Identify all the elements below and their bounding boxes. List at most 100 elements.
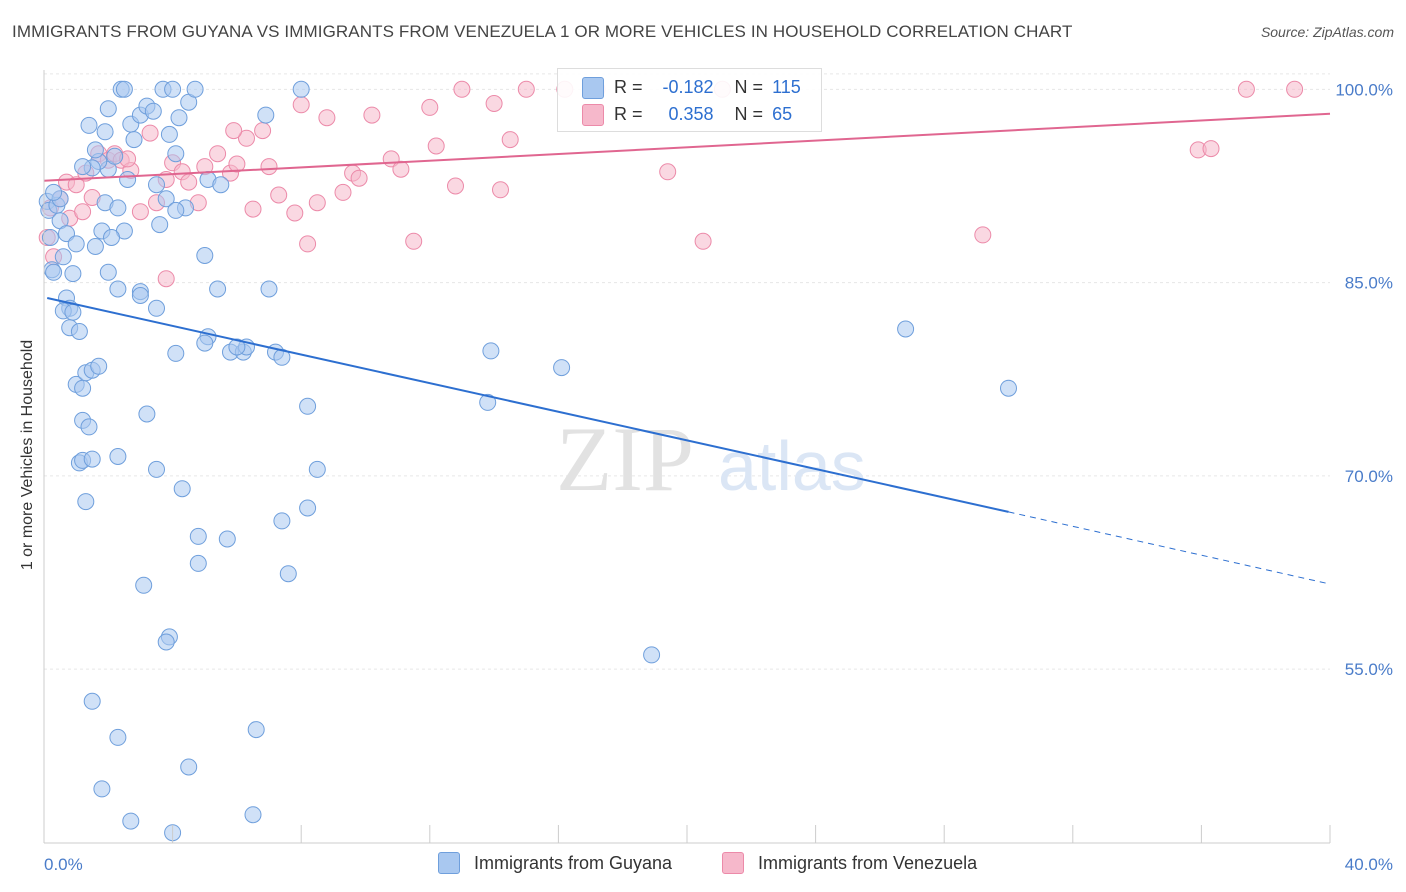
- guyana-points: [38, 80, 1017, 842]
- guyana-point: [74, 158, 92, 176]
- guyana-point: [115, 80, 133, 98]
- venezuela-point: [453, 80, 471, 98]
- series-legend: Immigrants from Guyana Immigrants from V…: [0, 850, 1406, 878]
- r-value-guyana: -0.182: [662, 76, 714, 97]
- r-label: R =: [614, 103, 643, 124]
- guyana-point: [109, 728, 127, 746]
- guyana-point: [109, 199, 127, 217]
- venezuela-point: [421, 98, 439, 116]
- guyana-point: [157, 633, 175, 651]
- venezuela-point: [244, 200, 262, 218]
- y-tick-label: 100.0%: [1335, 80, 1393, 99]
- venezuela-point: [74, 203, 92, 221]
- guyana-point: [186, 80, 204, 98]
- guyana-point: [157, 190, 175, 208]
- guyana-point: [479, 393, 497, 411]
- venezuela-point: [405, 232, 423, 250]
- y-tick-label: 85.0%: [1345, 274, 1393, 293]
- guyana-point: [212, 176, 230, 194]
- guyana-point: [189, 554, 207, 572]
- venezuela-point: [694, 232, 712, 250]
- guyana-point: [173, 480, 191, 498]
- tick-labels: 55.0% 70.0% 85.0% 100.0% 0.0% 40.0%: [44, 80, 1393, 874]
- guyana-point: [189, 527, 207, 545]
- venezuela-point: [363, 106, 381, 124]
- venezuela-point: [308, 194, 326, 212]
- guyana-point: [45, 183, 63, 201]
- guyana-point: [83, 692, 101, 710]
- r-label: R =: [614, 76, 643, 97]
- legend-item-guyana: Immigrants from Guyana: [438, 852, 672, 874]
- guyana-point: [103, 229, 120, 246]
- venezuela-point: [157, 270, 175, 288]
- guyana-point: [257, 106, 275, 124]
- venezuela-point: [209, 145, 227, 163]
- guyana-point: [167, 201, 185, 219]
- guyana-point: [553, 359, 571, 377]
- trend-lines: [43, 112, 1331, 585]
- venezuela-point: [260, 158, 278, 176]
- guyana-point: [196, 247, 214, 264]
- guyana-point: [119, 171, 137, 188]
- guyana-point: [41, 229, 59, 246]
- r-value-venezuela: 0.358: [668, 103, 714, 124]
- guyana-point: [83, 450, 101, 468]
- guyana-point: [138, 405, 156, 423]
- guyana-point: [109, 448, 127, 465]
- guyana-point: [99, 100, 117, 118]
- guyana-point: [170, 109, 188, 127]
- guyana-point: [99, 263, 117, 281]
- guyana-point: [93, 780, 111, 798]
- venezuela-point: [131, 203, 149, 221]
- venezuela-point: [225, 122, 243, 140]
- guyana-point: [86, 238, 104, 255]
- venezuela-point: [392, 160, 410, 178]
- venezuela-point: [350, 169, 368, 187]
- guyana-point: [106, 147, 124, 165]
- guyana-point: [1000, 379, 1017, 397]
- venezuela-point: [492, 181, 509, 199]
- guyana-point: [109, 280, 127, 298]
- y-tick-label: 55.0%: [1345, 660, 1393, 679]
- guyana-point: [96, 123, 114, 141]
- guyana-point: [86, 141, 104, 159]
- n-label: N =: [734, 103, 764, 124]
- venezuela-point: [485, 95, 503, 112]
- watermark-atlas: atlas: [718, 427, 866, 505]
- venezuela-point: [228, 155, 246, 173]
- guyana-point: [218, 530, 236, 548]
- venezuela-point: [659, 163, 677, 181]
- venezuela-point: [1286, 80, 1304, 98]
- guyana-point: [148, 460, 165, 478]
- venezuela-point: [501, 131, 519, 149]
- guyana-point: [643, 646, 661, 664]
- guyana-point: [77, 493, 95, 511]
- guyana-point: [135, 576, 153, 594]
- venezuela-point: [180, 173, 198, 191]
- venezuela-point: [1202, 140, 1220, 158]
- guyana-point: [148, 176, 165, 194]
- guyana-point: [144, 102, 162, 120]
- guyana-point: [228, 338, 246, 356]
- guyana-point: [64, 303, 82, 321]
- venezuela-point: [318, 109, 336, 127]
- guyana-point: [292, 80, 310, 98]
- guyana-point: [279, 565, 297, 583]
- guyana-point: [209, 280, 227, 298]
- guyana-point: [67, 235, 85, 253]
- legend-label-guyana: Immigrants from Guyana: [474, 852, 673, 873]
- guyana-point: [273, 512, 291, 530]
- venezuela-trend-line: [43, 112, 1331, 182]
- guyana-point: [151, 216, 169, 234]
- venezuela-point: [286, 204, 304, 222]
- guyana-point: [482, 342, 500, 360]
- venezuela-swatch: [582, 104, 604, 126]
- guyana-point: [125, 131, 143, 149]
- guyana-point: [260, 280, 278, 298]
- guyana-point: [167, 344, 185, 362]
- guyana-point: [308, 460, 326, 478]
- guyana-point: [80, 418, 98, 436]
- n-value-venezuela: 65: [772, 103, 793, 124]
- venezuela-point: [238, 129, 255, 147]
